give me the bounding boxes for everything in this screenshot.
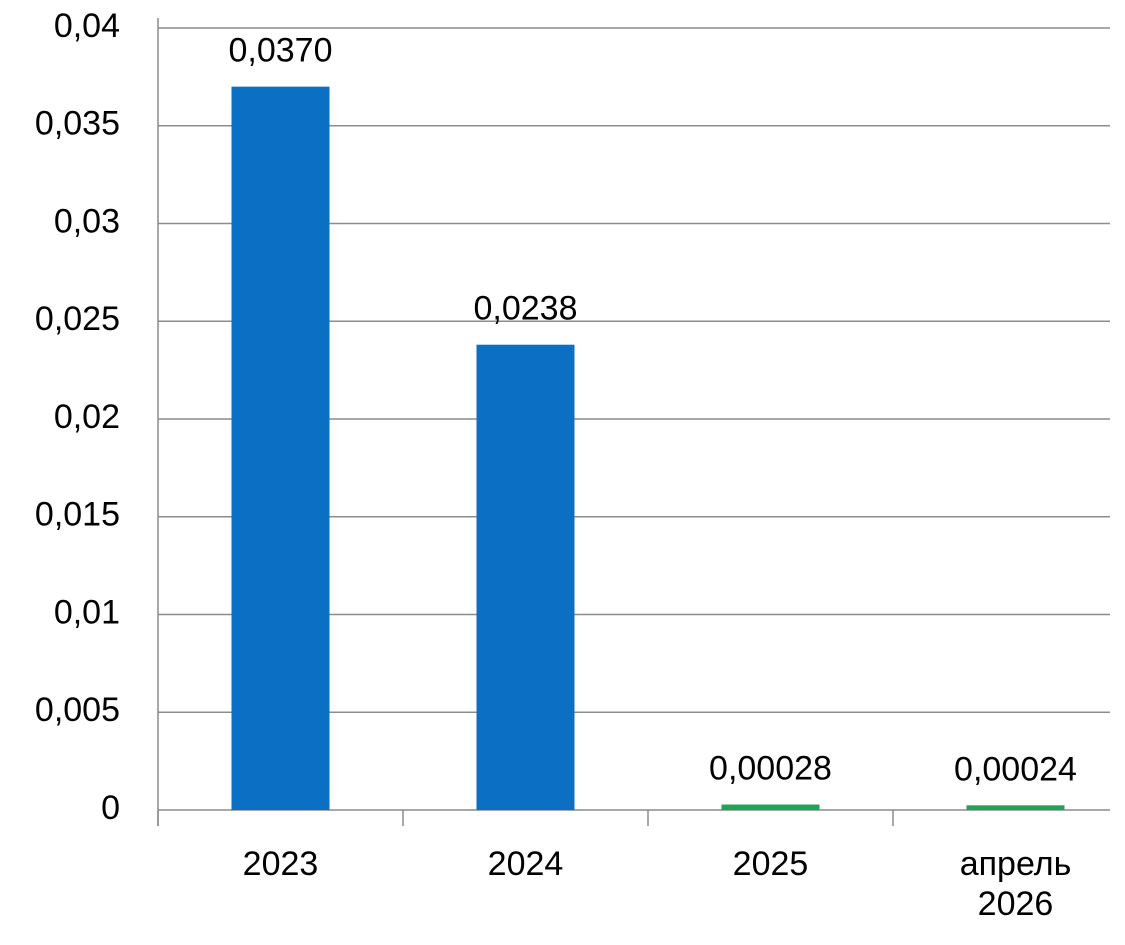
y-tick-label: 0,025: [35, 300, 120, 338]
value-label: 0,00024: [954, 750, 1077, 788]
y-tick-label: 0: [101, 789, 120, 827]
bar: [476, 344, 575, 810]
x-tick-label: апрель 2026: [959, 845, 1072, 923]
y-tick-label: 0,035: [35, 105, 120, 143]
value-label: 0,00028: [709, 750, 832, 788]
bar: [231, 86, 330, 810]
y-tick-label: 0,005: [35, 691, 120, 729]
value-label: 0,0238: [474, 290, 578, 328]
y-tick-label: 0,04: [54, 7, 120, 45]
bar: [966, 805, 1065, 810]
bar: [721, 804, 820, 810]
x-tick-label: 2024: [487, 845, 564, 883]
y-tick-label: 0,02: [54, 398, 120, 436]
value-label: 0,0370: [229, 32, 333, 70]
y-tick-label: 0,015: [35, 496, 120, 534]
y-tick-label: 0,03: [54, 202, 120, 240]
x-tick-label: 2025: [732, 845, 809, 883]
y-tick-label: 0,01: [54, 593, 120, 631]
x-tick-label: 2023: [242, 845, 319, 883]
